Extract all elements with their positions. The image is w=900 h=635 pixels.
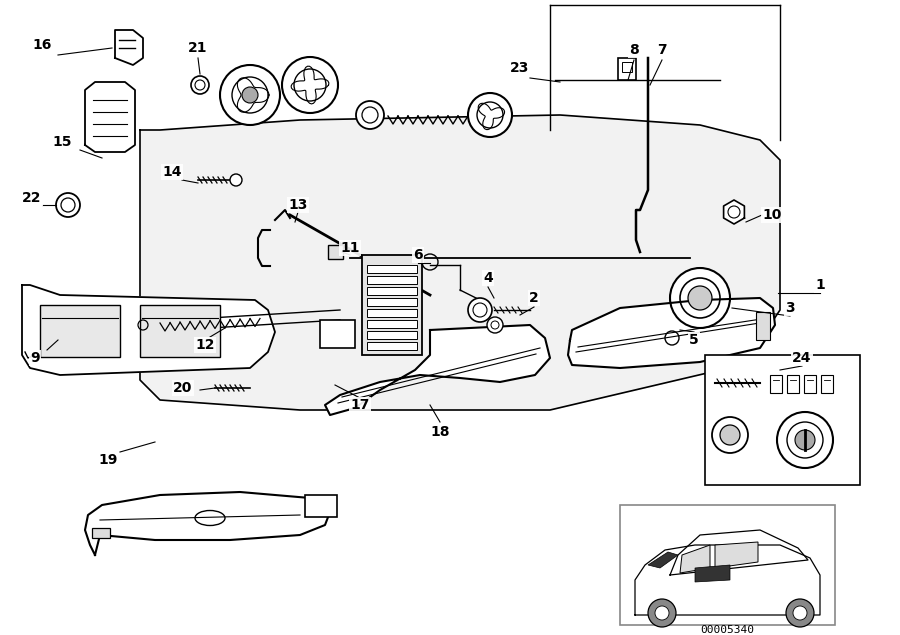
Circle shape (712, 417, 748, 453)
Bar (92, 528, 110, 538)
Circle shape (56, 193, 80, 217)
Text: 18: 18 (430, 425, 450, 439)
Text: 14: 14 (162, 165, 182, 179)
Bar (140, 305, 220, 357)
Bar (787, 375, 799, 393)
Circle shape (793, 606, 807, 620)
Bar (622, 62, 632, 72)
Circle shape (282, 57, 338, 113)
Bar (305, 495, 337, 517)
Text: 23: 23 (510, 61, 530, 75)
Polygon shape (648, 552, 678, 568)
Bar (618, 58, 636, 80)
Text: 8: 8 (629, 43, 639, 57)
Polygon shape (85, 492, 330, 555)
Text: 22: 22 (22, 191, 41, 205)
Circle shape (720, 425, 740, 445)
Text: 13: 13 (288, 198, 308, 212)
Text: 17: 17 (350, 398, 370, 412)
Text: 24: 24 (792, 351, 812, 365)
Circle shape (688, 286, 712, 310)
Text: 1: 1 (815, 278, 825, 292)
Text: 5: 5 (689, 333, 699, 347)
Bar (367, 287, 417, 295)
Bar (367, 265, 417, 273)
Polygon shape (140, 115, 780, 410)
Circle shape (191, 76, 209, 94)
Bar (705, 355, 860, 485)
Text: 20: 20 (174, 381, 193, 395)
Bar (320, 320, 355, 348)
Text: 15: 15 (52, 135, 72, 149)
Circle shape (795, 430, 815, 450)
Polygon shape (724, 200, 744, 224)
Circle shape (487, 317, 503, 333)
Circle shape (670, 268, 730, 328)
Bar (620, 505, 835, 625)
Circle shape (356, 101, 384, 129)
Circle shape (787, 422, 823, 458)
Polygon shape (325, 325, 550, 415)
Text: 2: 2 (529, 291, 539, 305)
Circle shape (655, 606, 669, 620)
Text: 11: 11 (340, 241, 360, 255)
Circle shape (242, 87, 258, 103)
Text: 00005340: 00005340 (700, 625, 754, 635)
Text: 19: 19 (98, 453, 118, 467)
Bar (367, 331, 417, 339)
Polygon shape (695, 565, 730, 582)
Text: 21: 21 (188, 41, 208, 55)
Bar (328, 245, 343, 259)
Polygon shape (680, 545, 710, 573)
Text: 6: 6 (413, 248, 423, 262)
Polygon shape (715, 542, 758, 568)
Text: 10: 10 (762, 208, 782, 222)
Bar (362, 255, 422, 355)
Circle shape (786, 599, 814, 627)
Polygon shape (115, 30, 143, 65)
Circle shape (220, 65, 280, 125)
Bar (756, 312, 770, 340)
Polygon shape (85, 82, 135, 152)
Polygon shape (670, 530, 808, 575)
Text: 7: 7 (657, 43, 667, 57)
Text: 16: 16 (32, 38, 51, 52)
Polygon shape (22, 285, 275, 375)
Circle shape (468, 298, 492, 322)
Bar (804, 375, 816, 393)
Circle shape (648, 599, 676, 627)
Text: 12: 12 (195, 338, 215, 352)
Circle shape (777, 412, 833, 468)
Text: 9: 9 (31, 351, 40, 365)
Bar (367, 320, 417, 328)
Bar (821, 375, 833, 393)
Bar (770, 375, 782, 393)
Polygon shape (568, 298, 775, 368)
Text: 3: 3 (785, 301, 795, 315)
Bar (367, 309, 417, 317)
Bar (367, 342, 417, 350)
Bar (367, 298, 417, 306)
Text: 4: 4 (483, 271, 493, 285)
Bar (40, 305, 120, 357)
Circle shape (230, 174, 242, 186)
Bar (367, 276, 417, 284)
Circle shape (468, 93, 512, 137)
Polygon shape (635, 545, 820, 615)
